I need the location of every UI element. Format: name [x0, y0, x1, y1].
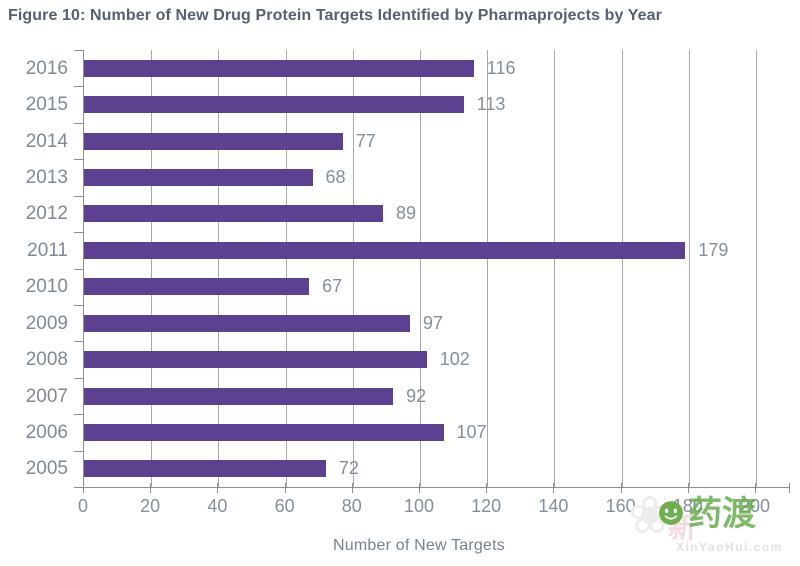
x-tick-label-0: 0	[77, 496, 88, 516]
y-axis-tick	[74, 487, 83, 488]
y-axis-tick	[74, 50, 83, 51]
bar-value-2006: 107	[456, 421, 487, 442]
y-label-2008: 2008	[25, 349, 68, 370]
x-axis-tick-80	[351, 483, 353, 493]
x-axis-tick-60	[284, 483, 286, 493]
plot-area: 116 113 77 68 89 179 67 97 102 92 107 72	[74, 50, 757, 488]
x-tick-label-180: 180	[672, 496, 703, 516]
y-axis-tick	[74, 232, 83, 234]
y-label-2015: 2015	[25, 94, 68, 116]
gridline-100	[420, 50, 421, 487]
y-label-2011: 2011	[27, 239, 68, 261]
y-axis-tick	[74, 304, 83, 306]
x-tick-label-60: 60	[274, 496, 295, 516]
gridline-180	[688, 50, 690, 487]
y-axis-tick	[74, 86, 83, 88]
y-axis-tick	[74, 414, 83, 416]
gridline-160	[621, 50, 623, 487]
x-axis-tick-0	[83, 483, 84, 493]
bar-value-2012: 89	[396, 203, 417, 224]
bar-value-2008: 102	[439, 349, 470, 369]
bar-2009	[84, 314, 410, 332]
y-axis-tick	[74, 195, 83, 197]
x-axis-tick-140	[553, 483, 555, 493]
x-axis-tick-20	[150, 483, 152, 493]
gridline-20	[151, 50, 153, 487]
bar-value-2011: 179	[698, 239, 729, 260]
y-label-2016: 2016	[25, 57, 68, 79]
x-axis-tick-160	[620, 483, 622, 493]
x-axis-end-tick	[789, 483, 790, 493]
y-label-2014: 2014	[25, 130, 68, 152]
figure-title: Figure 10: Number of New Drug Protein Ta…	[8, 7, 662, 24]
y-label-2007: 2007	[25, 385, 68, 407]
y-label-2013: 2013	[25, 167, 68, 188]
bar-2007	[84, 387, 394, 405]
bar-value-2007: 92	[406, 385, 427, 406]
y-label-2006: 2006	[25, 421, 68, 443]
y-axis-tick	[74, 341, 83, 343]
x-tick-label-140: 140	[538, 496, 569, 516]
x-tick-label-160: 160	[605, 496, 636, 516]
x-axis-tick-100	[419, 483, 420, 493]
gridline-40	[218, 50, 220, 487]
y-label-2012: 2012	[25, 203, 68, 225]
x-axis-line	[83, 487, 790, 488]
x-axis-title: Number of New Targets	[333, 537, 505, 554]
bar-2013	[84, 169, 313, 186]
x-tick-label-80: 80	[341, 496, 362, 516]
bar-value-2010: 67	[322, 276, 343, 297]
x-tick-label-20: 20	[140, 496, 161, 516]
bar-value-2016: 116	[486, 57, 516, 78]
y-label-2010: 2010	[25, 276, 68, 298]
x-tick-label-200: 200	[739, 496, 771, 516]
x-axis-tick-120	[486, 483, 488, 493]
bar-2012	[84, 205, 383, 223]
x-tick-label-120: 120	[471, 496, 502, 516]
y-label-2009: 2009	[25, 312, 68, 334]
gridline-60	[285, 50, 287, 487]
y-axis-tick	[74, 159, 83, 161]
bar-2005	[84, 460, 326, 478]
y-label-2005: 2005	[25, 458, 68, 480]
gridline-200	[756, 50, 757, 487]
bar-2016	[84, 59, 474, 77]
bar-value-2015: 113	[476, 94, 506, 115]
bar-2015	[84, 96, 464, 114]
bar-2011	[84, 241, 686, 259]
x-axis-tick-180	[687, 483, 689, 493]
gridline-120	[487, 50, 489, 487]
y-axis-tick	[74, 377, 83, 379]
gridline-140	[554, 50, 556, 487]
y-axis-tick	[74, 122, 83, 124]
x-axis-tick-40	[217, 483, 219, 493]
x-axis-tick-200	[755, 483, 756, 493]
bar-2010	[84, 278, 310, 296]
bar-value-2013: 68	[325, 167, 346, 187]
y-axis-tick	[74, 450, 83, 452]
bar-2014	[84, 132, 343, 150]
bar-2006	[84, 423, 444, 441]
bar-value-2009: 97	[422, 312, 443, 333]
bar-value-2005: 72	[338, 458, 359, 479]
bar-2008	[84, 351, 427, 368]
x-tick-label-100: 100	[403, 496, 435, 516]
x-tick-label-40: 40	[207, 496, 228, 516]
y-axis-tick	[74, 268, 83, 270]
gridline-80	[352, 50, 354, 487]
bar-value-2014: 77	[355, 130, 376, 151]
